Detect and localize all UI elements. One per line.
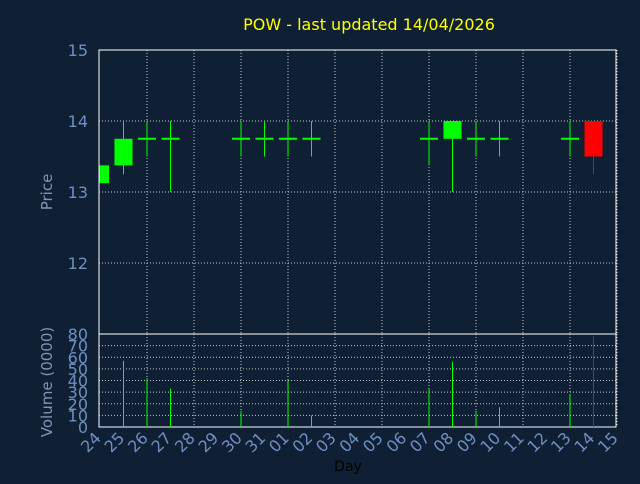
volume-axis-label: Volume (0000) <box>38 327 56 437</box>
volume-tick-label: 20 <box>68 395 88 414</box>
candles <box>99 121 603 192</box>
volume-bars <box>123 336 594 427</box>
volume-tick-label: 80 <box>68 325 88 344</box>
candle-09 <box>467 121 485 157</box>
price-panel: 15 14 13 12 Price <box>38 41 618 335</box>
candle-body <box>100 165 109 184</box>
volume-tick-label: 0 <box>78 418 88 437</box>
price-tick-label: 14 <box>68 112 88 131</box>
candle-30 <box>232 121 250 157</box>
candle-25 <box>114 121 133 175</box>
volume-tick-label: 10 <box>68 406 88 425</box>
chart-title: POW - last updated 14/04/2026 <box>243 15 495 34</box>
price-y-ticks: 15 14 13 12 <box>68 41 88 273</box>
price-tick-label: 15 <box>68 41 88 60</box>
price-tick-label: 13 <box>68 183 88 202</box>
x-axis-tick-labels: 2425262728293031010203040506070809101112… <box>77 428 622 456</box>
volume-tick-label: 40 <box>68 372 88 391</box>
candle-27 <box>161 121 180 192</box>
candle-02 <box>302 121 321 157</box>
price-axis-label: Price <box>38 174 56 211</box>
candle-24 <box>99 165 109 184</box>
volume-tick-label: 60 <box>68 348 88 367</box>
candle-31 <box>255 121 274 157</box>
candle-body <box>584 121 603 157</box>
candle-26 <box>138 121 156 157</box>
candle-07 <box>420 121 438 166</box>
candle-body <box>114 138 133 166</box>
candle-10 <box>490 121 509 157</box>
volume-frame <box>98 333 617 428</box>
price-tick-label: 12 <box>68 254 88 273</box>
candle-08 <box>443 121 462 192</box>
x-axis-label: Day <box>334 459 362 475</box>
candle-body <box>443 121 462 139</box>
volume-tick-label: 50 <box>68 360 88 379</box>
candle-14 <box>584 121 603 175</box>
volume-tick-label: 70 <box>68 337 88 356</box>
volume-tick-label: 30 <box>68 383 88 402</box>
candle-01 <box>279 121 297 157</box>
candle-13 <box>561 121 579 157</box>
